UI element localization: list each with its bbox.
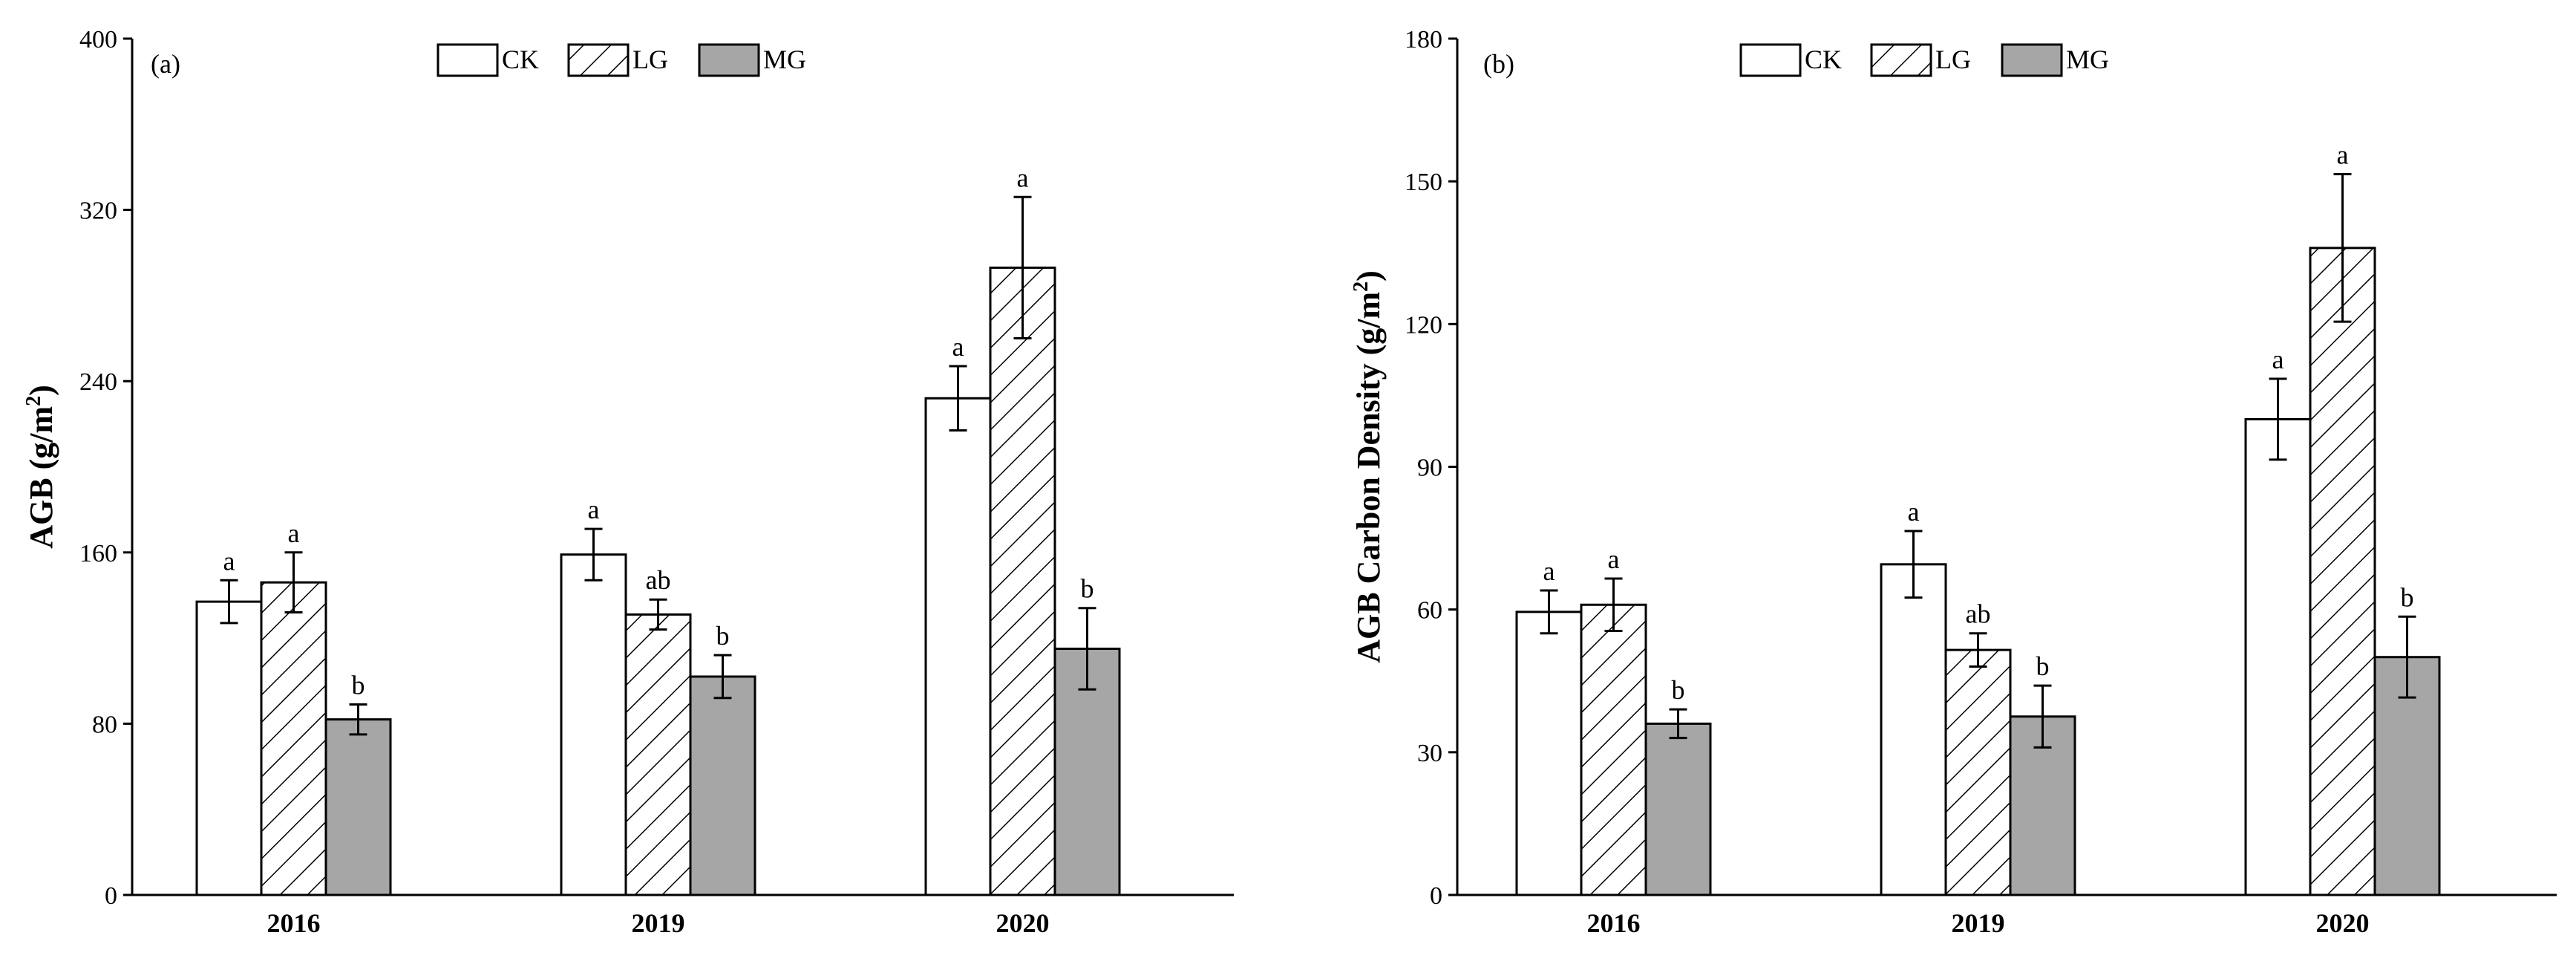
bar-mg-2016 (324, 718, 392, 896)
y-axis-label: AGB Carbon Density (g/m2) (1350, 270, 1387, 663)
y-axis-label-text: AGB Carbon Density (g/m (1350, 292, 1387, 663)
legend-label-lg: LG (1935, 45, 1971, 74)
legend-swatch-ck (437, 43, 499, 77)
bar-lg-2019 (1944, 648, 2012, 896)
bar-ck-2019 (560, 553, 627, 896)
x-tick-label: 2016 (1587, 908, 1641, 938)
x-tick-label: 2016 (267, 908, 321, 938)
legend-label-ck: CK (1805, 45, 1842, 74)
bar-ck-2020 (2244, 417, 2312, 896)
significance-label: b (2036, 651, 2050, 681)
y-axis-label-text: AGB (g/m (23, 406, 59, 549)
legend-label-mg: MG (2066, 45, 2109, 74)
bar-lg-2020 (2309, 247, 2376, 896)
y-axis-label-close: ) (1350, 270, 1387, 281)
x-tick-label: 2019 (1952, 908, 2005, 938)
significance-label: b (716, 621, 730, 651)
significance-label: b (2401, 582, 2414, 612)
x-tick-label: 2020 (2316, 908, 2370, 938)
y-tick-label: 400 (79, 26, 117, 53)
y-tick-label: 60 (1417, 597, 1442, 625)
legend-label-lg: LG (632, 45, 668, 74)
y-tick-label: 320 (79, 198, 117, 225)
y-tick-label: 90 (1417, 455, 1442, 482)
y-tick-label: 150 (1405, 169, 1442, 196)
y-tick-label: 30 (1417, 740, 1442, 767)
y-axis-label: AGB (g/m2) (22, 385, 59, 549)
significance-label: a (2272, 345, 2284, 374)
legend-label-ck: CK (502, 45, 539, 74)
significance-label: a (1543, 556, 1555, 586)
panel-label: (a) (151, 49, 180, 79)
significance-label: a (952, 332, 964, 362)
y-axis-label-close: ) (23, 385, 59, 396)
x-tick-label: 2020 (996, 908, 1050, 938)
x-tick-label: 2019 (632, 908, 685, 938)
significance-label: ab (646, 565, 671, 595)
y-axis-label-sup: 2 (1350, 281, 1373, 292)
significance-label: ab (1966, 599, 1991, 629)
legend-swatch-ck (1739, 43, 1802, 77)
bar-lg-2019 (624, 613, 692, 896)
bar-lg-2016 (260, 581, 327, 896)
bar-mg-2016 (1644, 722, 1712, 896)
bar-ck-2020 (924, 397, 992, 896)
bar-lg-2020 (989, 266, 1056, 896)
bar-ck-2016 (195, 600, 263, 896)
significance-label: a (288, 518, 300, 548)
bar-mg-2019 (689, 675, 756, 896)
y-tick-label: 120 (1405, 311, 1442, 339)
significance-label: a (588, 495, 600, 524)
y-tick-label: 160 (79, 540, 117, 567)
significance-label: a (1608, 544, 1620, 574)
significance-label: b (352, 670, 365, 700)
panel-label: (b) (1483, 49, 1514, 79)
significance-label: a (223, 546, 235, 576)
legend-swatch-mg (2001, 43, 2063, 77)
bar-lg-2016 (1580, 603, 1647, 896)
y-axis-label-sup: 2 (22, 396, 45, 406)
significance-label: b (1672, 675, 1685, 705)
y-tick-label: 80 (92, 711, 117, 738)
y-tick-label: 0 (105, 882, 117, 910)
legend-swatch-mg (698, 43, 760, 77)
significance-label: a (2337, 140, 2349, 170)
legend-swatch-lg (567, 43, 630, 77)
y-tick-label: 240 (79, 368, 117, 396)
y-tick-label: 180 (1405, 26, 1442, 53)
significance-label: a (1017, 163, 1029, 192)
bar-ck-2016 (1515, 611, 1583, 896)
legend-swatch-lg (1870, 43, 1932, 77)
significance-label: a (1908, 497, 1920, 527)
bar-ck-2019 (1880, 563, 1947, 896)
y-tick-label: 0 (1430, 882, 1442, 910)
significance-label: b (1081, 574, 1094, 604)
legend-label-mg: MG (763, 45, 806, 74)
